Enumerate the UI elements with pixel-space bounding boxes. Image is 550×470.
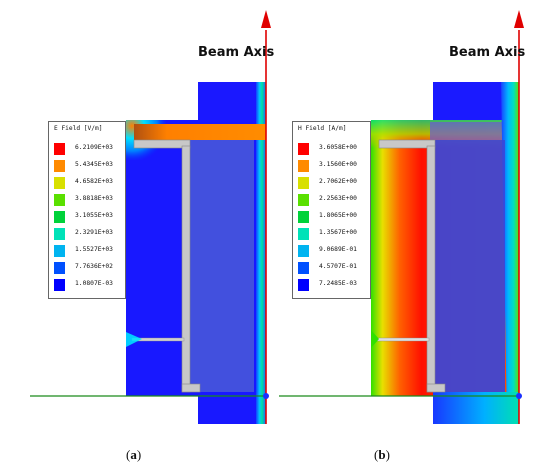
vertical-stem — [426, 145, 436, 393]
beam-axis-marker — [263, 393, 269, 399]
edge-field — [501, 82, 519, 424]
legend-value: 7.7636E+02 — [75, 263, 113, 270]
panel-b: Beam Axis H Field [A/m] 3.6058E+00 3.156… — [275, 0, 550, 462]
legend-swatch — [298, 279, 309, 291]
legend-swatch — [54, 279, 65, 291]
legend-swatch — [54, 160, 65, 172]
beam-axis-marker — [516, 393, 522, 399]
legend-swatch — [54, 211, 65, 223]
lower-field-region — [198, 392, 266, 424]
legend-title: E Field [V/m] — [54, 125, 103, 132]
upper-field-region — [198, 82, 266, 122]
legend-swatch — [54, 228, 65, 240]
legend-value: 2.2563E+00 — [319, 195, 357, 202]
beam-axis-label: Beam Axis — [198, 45, 275, 60]
legend-value: 3.1560E+00 — [319, 161, 357, 168]
rod — [374, 337, 430, 342]
legend-swatch — [54, 262, 65, 274]
caption-b: (b) — [374, 447, 390, 462]
rod-tip-field — [371, 330, 379, 348]
e-field-plot — [30, 10, 271, 424]
h-field-plot — [279, 10, 524, 424]
legend-value: 2.7062E+00 — [319, 178, 357, 185]
top-overlay — [430, 122, 515, 140]
legend-value: 5.4345E+03 — [75, 161, 113, 168]
beam-axis-arrowhead — [514, 10, 524, 28]
rod-tip-field — [126, 332, 142, 347]
legend-swatch — [298, 160, 309, 172]
legend-value: 1.0807E-03 — [75, 280, 113, 287]
legend-value: 9.0689E-01 — [319, 246, 357, 253]
vertical-stem — [181, 145, 191, 393]
high-field-bar — [134, 124, 266, 140]
legend-swatch — [298, 245, 309, 257]
beam-axis-arrowhead — [261, 10, 271, 28]
legend-value: 1.8065E+00 — [319, 212, 357, 219]
legend-swatch — [54, 143, 65, 155]
legend-swatch — [298, 177, 309, 189]
legend-title: H Field [A/m] — [298, 125, 347, 132]
legend-value: 3.1055E+03 — [75, 212, 113, 219]
legend-swatch — [54, 245, 65, 257]
legend-swatch — [298, 228, 309, 240]
legend-value: 4.5707E-01 — [319, 263, 357, 270]
legend-swatch — [298, 211, 309, 223]
dielectric-block — [190, 140, 254, 392]
legend-swatch — [54, 177, 65, 189]
legend-value: 2.3291E+03 — [75, 229, 113, 236]
dielectric-block — [435, 140, 505, 392]
legend-value: 3.8818E+03 — [75, 195, 113, 202]
edge-field — [256, 82, 266, 424]
upper-field-region — [433, 82, 513, 122]
legend-value: 1.3567E+00 — [319, 229, 357, 236]
legend-value: 7.2485E-03 — [319, 280, 357, 287]
legend-value: 1.5527E+03 — [75, 246, 113, 253]
h-field-legend: H Field [A/m] 3.6058E+00 3.1560E+00 2.70… — [292, 121, 371, 299]
beam-axis-label: Beam Axis — [449, 45, 526, 60]
lower-field-region — [433, 392, 519, 424]
legend-swatch — [298, 143, 309, 155]
legend-swatch — [54, 194, 65, 206]
top-plate — [378, 139, 436, 149]
caption-a: (a) — [126, 447, 142, 462]
legend-value: 6.2109E+03 — [75, 144, 113, 151]
legend-value: 3.6058E+00 — [319, 144, 357, 151]
panel-a: Beam Axis E Field [V/m] 6.2109E+03 5.434… — [0, 0, 275, 462]
legend-swatch — [298, 262, 309, 274]
bottom-plate — [181, 383, 201, 393]
e-field-legend: E Field [V/m] 6.2109E+03 5.4345E+03 4.65… — [48, 121, 126, 299]
legend-swatch — [298, 194, 309, 206]
legend-value: 4.6582E+03 — [75, 178, 113, 185]
bottom-plate — [426, 383, 446, 393]
top-plate — [133, 139, 191, 149]
